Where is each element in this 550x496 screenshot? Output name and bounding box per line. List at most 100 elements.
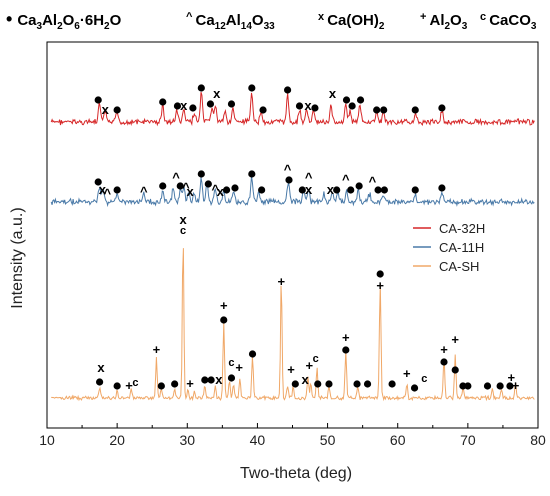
x-tick-label: 30	[179, 432, 195, 448]
phase-marker-dot	[227, 374, 236, 382]
x-tick-label: 40	[250, 432, 266, 448]
series-line-CA-32H	[50, 92, 535, 127]
phase-marker-dot	[438, 184, 446, 192]
phase-marker-dot	[248, 84, 256, 92]
phase-marker-plus: +	[235, 360, 243, 375]
phase-legend-item: • Ca3Al2O6·6H2O	[6, 9, 122, 32]
phase-marker-dot	[411, 106, 419, 114]
phase-legend-item: ^ Ca12Al14O33	[186, 11, 275, 32]
phase-marker-x: x	[215, 372, 223, 387]
phase-marker-caret: ^	[305, 170, 313, 185]
phase-marker-plus: +	[342, 330, 350, 345]
phase-marker-caret: ^	[172, 170, 180, 185]
phase-marker-c: c	[313, 353, 319, 365]
axes: 10 20 30 40 50 60 70 80	[39, 423, 546, 448]
phase-marker-x: x	[304, 98, 312, 113]
phase-marker-caret: ^	[284, 162, 292, 177]
phase-marker-dot	[325, 380, 333, 388]
x-tick-label: 60	[390, 432, 406, 448]
phase-marker-dot	[94, 96, 102, 104]
phase-marker-x: x	[305, 182, 313, 197]
phase-marker-dot	[348, 102, 356, 110]
phase-marker-dot	[295, 102, 304, 110]
phase-marker-dot	[291, 380, 299, 388]
phase-marker-dot	[342, 346, 350, 354]
phase-marker-dot	[506, 382, 514, 390]
phase-marker-dot	[96, 378, 104, 386]
phase-marker-dot	[171, 380, 179, 388]
phase-marker-x: x	[179, 212, 187, 227]
phase-marker-plus: +	[220, 298, 228, 313]
phase-marker-dot	[206, 100, 215, 108]
phase-marker-dot	[411, 186, 419, 194]
x-tick-label: 50	[320, 432, 336, 448]
x-tick-label: 70	[460, 432, 476, 448]
phase-marker-c: c	[421, 373, 427, 385]
phase-marker-dot	[258, 186, 266, 194]
phase-marker-c: c	[228, 357, 234, 369]
series-legend: CA-32H CA-11H CA-SH	[413, 221, 485, 274]
phase-marker-dot	[176, 182, 184, 190]
phase-marker-plus: +	[287, 362, 295, 377]
phase-marker-dot	[451, 366, 459, 374]
phase-marker-dot	[483, 382, 492, 390]
phase-marker-dot	[380, 186, 388, 194]
phase-marker-dot	[222, 186, 231, 194]
phase-marker-dot	[283, 86, 292, 94]
phase-legend-item: + Al2O3	[420, 11, 468, 32]
phase-marker-dot	[363, 380, 372, 388]
phase-marker-c: c	[180, 225, 186, 237]
phase-marker-dot	[355, 182, 363, 190]
phase-marker-plus: +	[277, 274, 285, 289]
phase-marker-dot	[376, 270, 384, 278]
phase-marker-dot	[438, 104, 446, 112]
phase-marker-dot	[197, 170, 205, 178]
phase-marker-dot	[201, 376, 209, 384]
phase-marker-x: x	[217, 184, 225, 199]
phase-legend-item: x Ca(OH)2	[318, 11, 385, 32]
phase-marker-dot	[207, 376, 215, 384]
phase-marker-caret: ^	[104, 186, 112, 201]
phase-marker-dot	[113, 106, 121, 114]
phase-marker-dot	[231, 184, 239, 192]
phase-marker-dot	[113, 382, 121, 390]
phase-marker-plus: +	[508, 370, 516, 385]
x-tick-label: 20	[109, 432, 125, 448]
phase-marker-dot	[410, 384, 419, 392]
phase-marker-dot	[159, 98, 167, 106]
phase-marker-dot	[314, 380, 322, 388]
phase-legend-item: c CaCO3	[480, 11, 537, 32]
phase-marker-plus: +	[306, 358, 314, 373]
phase-marker-dot	[311, 104, 319, 112]
phase-marker-dot	[227, 100, 236, 108]
phase-marker-dot	[298, 186, 306, 194]
phase-marker-c: c	[132, 377, 138, 389]
phase-marker-x: x	[180, 98, 188, 113]
phase-marker-dot	[374, 186, 382, 194]
phase-marker-plus: +	[186, 376, 194, 391]
phase-marker-x: x	[329, 86, 337, 101]
phase-marker-dot	[380, 106, 388, 114]
legend-label: CA-SH	[439, 259, 479, 274]
phase-marker-dot	[373, 106, 381, 114]
phase-marker-plus: +	[512, 378, 520, 393]
phase-marker-dot	[353, 380, 361, 388]
phase-marker-caret: ^	[212, 182, 220, 197]
phase-marker-dot	[113, 186, 121, 194]
phase-marker-dot	[464, 382, 472, 390]
phase-marker-dot	[388, 380, 396, 388]
phase-marker-x: x	[186, 184, 194, 199]
x-tick-label: 10	[39, 432, 55, 448]
phase-marker-plus: +	[376, 278, 384, 293]
x-tick-label: 80	[530, 432, 546, 448]
phase-marker-dot	[189, 104, 197, 112]
phase-marker-dot	[204, 180, 212, 188]
phase-marker-caret: ^	[342, 172, 350, 187]
phase-marker-plus: +	[125, 378, 133, 393]
phase-marker-dot	[496, 382, 504, 390]
legend-label: CA-11H	[439, 240, 484, 255]
phase-marker-dot	[248, 350, 257, 358]
phase-marker-caret: ^	[140, 184, 148, 199]
